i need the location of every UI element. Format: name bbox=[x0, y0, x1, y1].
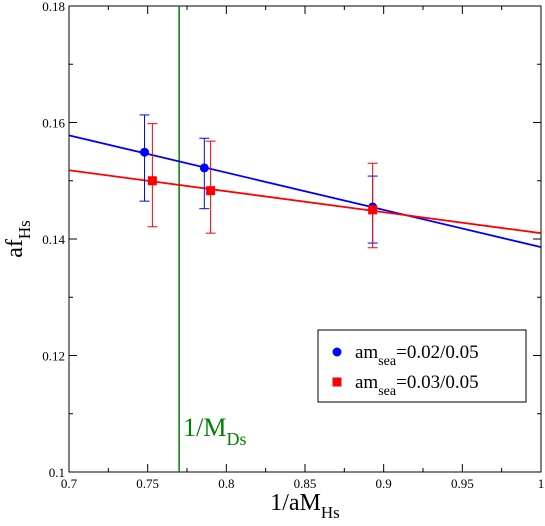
data-point-square bbox=[368, 205, 378, 215]
legend-label: amsea=0.02/0.05 bbox=[355, 342, 479, 369]
fit-line bbox=[68, 169, 542, 235]
axes: 0.7 0.75 0.8 0.85 0.9 0.95 1 0.1 0.12 0.14 0.16 0.1… bbox=[42, 0, 544, 491]
y-tick-label: 0.1 bbox=[49, 465, 65, 480]
x-tick-label: 0.9 bbox=[376, 476, 392, 491]
reference-line-group: 1/MDs bbox=[178, 6, 246, 472]
axis-titles: 1/aMHs afHs bbox=[2, 220, 340, 522]
data-point-square bbox=[206, 186, 216, 196]
x-axis-title: 1/aMHs bbox=[270, 490, 340, 522]
data-markers bbox=[140, 147, 378, 215]
x-tick-label: 1 bbox=[538, 476, 545, 491]
y-axis-title: afHs bbox=[2, 220, 34, 258]
legend-label: amsea=0.03/0.05 bbox=[355, 372, 479, 399]
reference-line-label: 1/MDs bbox=[183, 413, 246, 449]
error-bars bbox=[139, 114, 378, 249]
legend-marker-circle bbox=[332, 347, 342, 357]
fit-lines bbox=[68, 134, 542, 249]
data-point-square bbox=[147, 176, 157, 186]
x-tick-label: 0.8 bbox=[218, 476, 234, 491]
legend-box bbox=[317, 329, 527, 403]
y-tick-label: 0.14 bbox=[42, 232, 65, 247]
x-tick-label: 0.7 bbox=[61, 476, 78, 491]
y-tick-label: 0.12 bbox=[42, 349, 65, 364]
data-point-circle bbox=[140, 147, 150, 157]
legend: amsea=0.02/0.05 amsea=0.03/0.05 bbox=[317, 329, 527, 403]
x-tick-label: 0.75 bbox=[136, 476, 159, 491]
y-tick-label: 0.18 bbox=[42, 0, 65, 14]
x-tick-label: 0.85 bbox=[294, 476, 317, 491]
x-tick-label: 0.95 bbox=[451, 476, 474, 491]
fit-line bbox=[68, 134, 542, 249]
data-point-circle bbox=[199, 163, 209, 173]
legend-marker-square bbox=[332, 377, 342, 387]
y-tick-label: 0.16 bbox=[42, 116, 65, 131]
